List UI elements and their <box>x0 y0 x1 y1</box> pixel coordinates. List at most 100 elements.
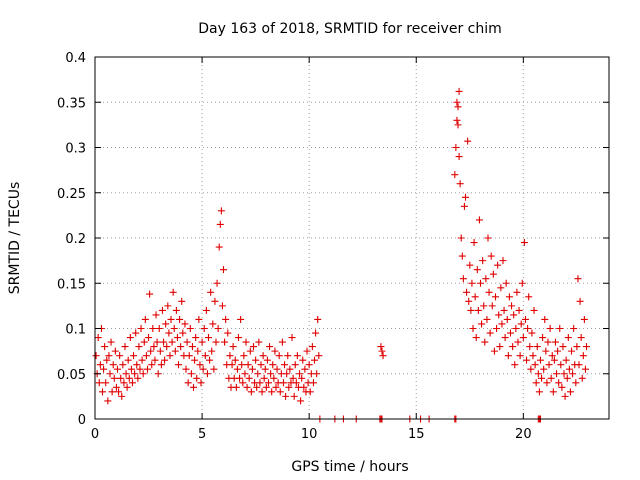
data-point <box>299 356 307 364</box>
data-point <box>208 347 216 355</box>
data-point <box>548 352 556 360</box>
y-tick-label: 0 <box>78 413 86 428</box>
data-point <box>244 361 252 369</box>
data-point <box>239 379 247 387</box>
data-point <box>213 279 221 287</box>
data-point <box>469 325 477 332</box>
data-point <box>96 361 104 369</box>
data-point <box>293 352 301 360</box>
data-point <box>252 356 260 364</box>
data-point <box>525 293 533 301</box>
x-tick-label: 5 <box>198 427 206 442</box>
y-tick-label: 0.3 <box>65 142 86 157</box>
data-point <box>498 320 506 328</box>
data-point <box>309 379 317 387</box>
data-point <box>192 334 200 342</box>
data-point <box>121 343 129 351</box>
data-point <box>495 311 503 319</box>
data-point <box>236 374 244 382</box>
data-point <box>296 370 304 378</box>
data-point <box>128 379 136 387</box>
data-point <box>104 397 112 405</box>
data-point <box>228 361 236 369</box>
data-point <box>171 347 179 355</box>
data-point <box>546 325 554 332</box>
data-point <box>289 374 297 382</box>
data-point <box>158 306 166 314</box>
y-tick-label: 0.2 <box>65 232 86 247</box>
data-point <box>193 374 201 382</box>
data-point <box>308 343 316 351</box>
data-point <box>577 334 585 342</box>
data-point <box>195 315 203 323</box>
data-point <box>222 315 230 323</box>
data-point <box>570 325 578 332</box>
data-point <box>136 365 144 373</box>
data-point <box>105 352 113 360</box>
data-point <box>566 388 574 396</box>
data-point <box>132 329 140 337</box>
data-point <box>282 392 290 400</box>
data-point <box>489 270 497 278</box>
data-point <box>145 334 153 342</box>
data-point <box>157 361 165 369</box>
data-point <box>497 284 505 292</box>
data-point <box>179 329 187 337</box>
data-point <box>578 374 586 382</box>
data-point <box>217 207 225 215</box>
data-point <box>215 243 223 251</box>
data-point <box>574 275 582 283</box>
axis-ticks: 0 5 10 15 20 0 0.05 0.1 0.15 0.2 0.25 0.3 0.35 0.4 <box>57 51 609 442</box>
data-point <box>502 279 510 287</box>
data-point <box>547 374 555 382</box>
data-point <box>459 275 467 283</box>
data-point <box>166 352 174 360</box>
data-point <box>137 325 145 332</box>
data-point <box>170 325 178 332</box>
data-point <box>475 216 483 224</box>
data-point <box>554 347 562 355</box>
data-point <box>168 338 176 346</box>
data-point <box>261 365 269 373</box>
data-point <box>240 352 248 360</box>
data-point <box>272 383 280 391</box>
data-point <box>123 383 131 391</box>
data-point <box>290 392 298 400</box>
data-point <box>472 334 480 342</box>
data-point <box>138 356 146 364</box>
data-point <box>100 365 108 373</box>
data-point <box>221 338 229 346</box>
data-point <box>142 352 150 360</box>
data-point <box>216 220 224 228</box>
data-point <box>559 343 567 351</box>
data-point <box>108 388 116 396</box>
data-point <box>149 325 157 332</box>
data-point <box>514 338 522 346</box>
data-point <box>486 329 494 337</box>
data-point <box>106 370 114 378</box>
data-point <box>520 239 528 247</box>
data-point <box>314 315 322 323</box>
data-point <box>379 352 387 360</box>
data-point <box>565 365 573 373</box>
data-point <box>125 374 133 382</box>
data-point <box>561 392 569 400</box>
data-point <box>524 325 532 332</box>
data-point <box>579 352 587 360</box>
data-point <box>462 193 470 201</box>
data-point <box>560 370 568 378</box>
data-point <box>185 352 193 360</box>
data-point <box>187 370 195 378</box>
data-point <box>258 388 266 396</box>
data-point <box>538 374 546 382</box>
data-point <box>518 279 526 287</box>
data-point <box>266 343 274 351</box>
data-point <box>488 302 496 310</box>
data-point <box>110 374 118 382</box>
data-point <box>474 306 482 314</box>
data-point <box>533 343 541 351</box>
data-point <box>279 379 287 387</box>
data-point <box>526 343 534 351</box>
data-point <box>454 103 462 111</box>
data-point <box>285 383 293 391</box>
